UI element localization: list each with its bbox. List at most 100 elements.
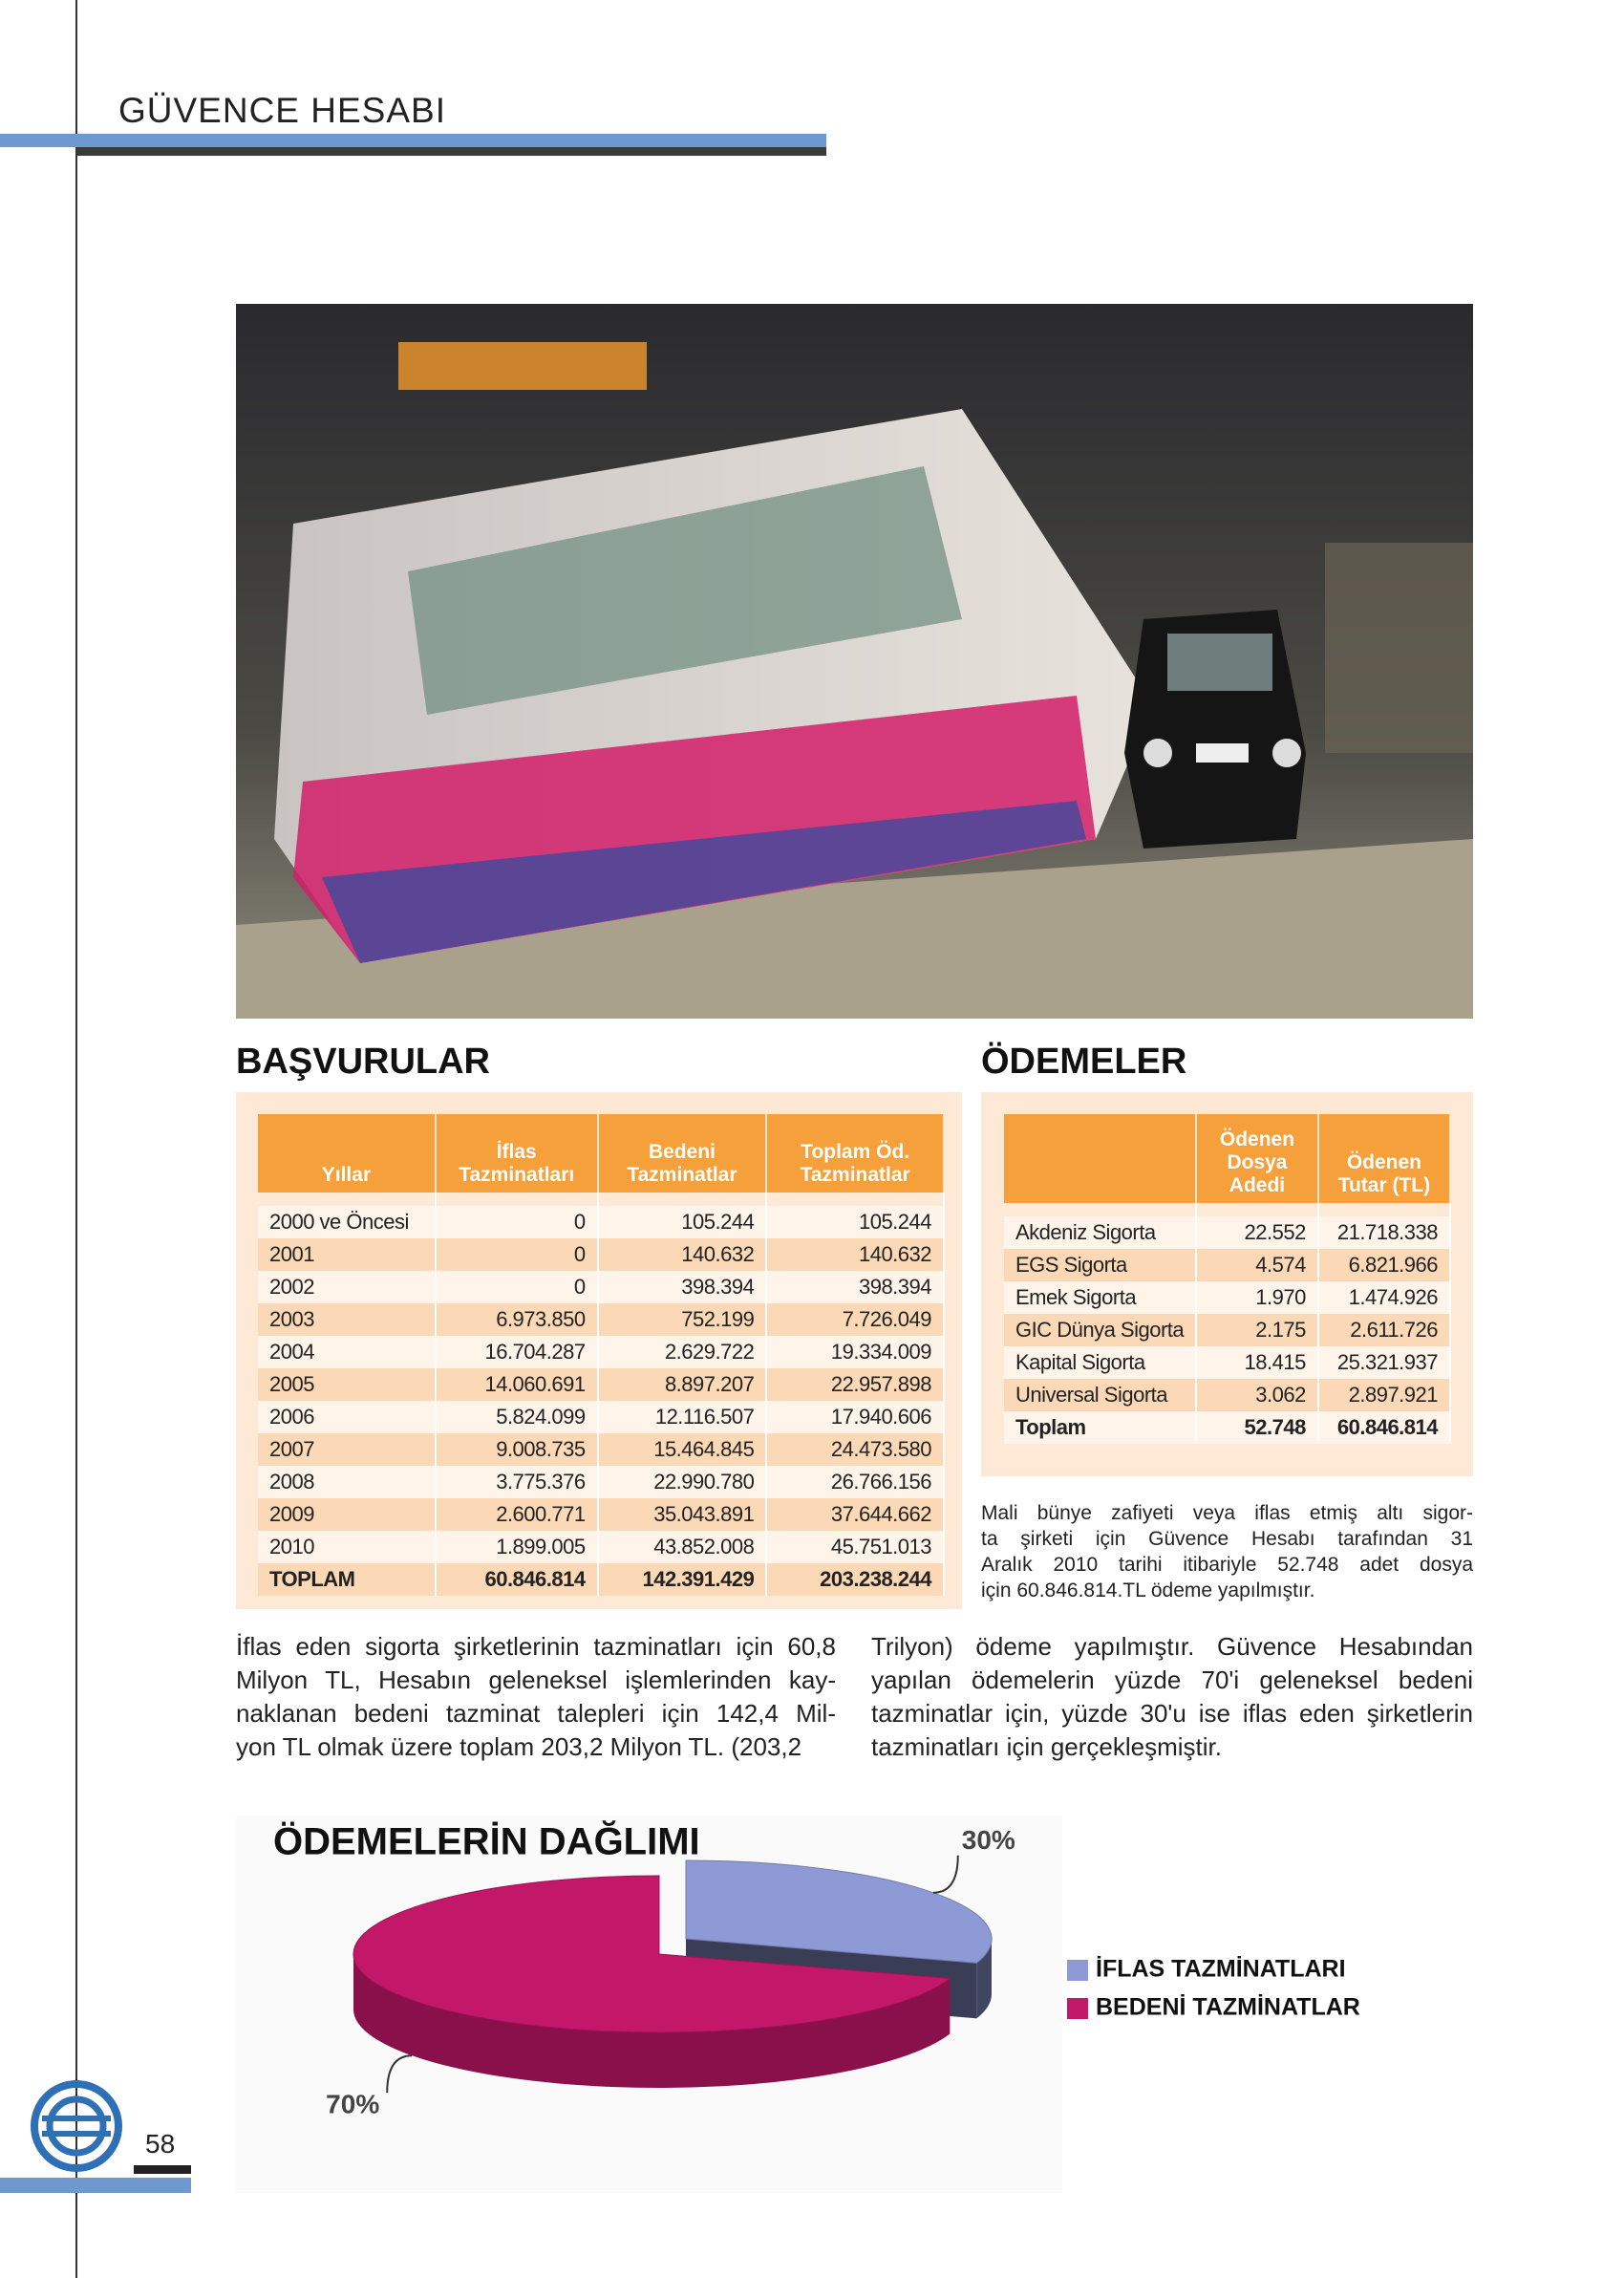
table-cell: 142.391.429 [597,1563,768,1596]
table-cell: 21.718.338 [1317,1216,1452,1249]
table-cell: 9.008.735 [435,1433,599,1466]
table-cell: 203.238.244 [766,1563,945,1596]
table-cell: 5.824.099 [435,1401,599,1433]
table-cell: 0 [435,1271,599,1303]
logo [31,2080,122,2172]
section-title: ÖDEMELER [981,1042,1187,1082]
table-cell: 24.473.580 [766,1433,945,1466]
table-cell: 8.897.207 [597,1368,768,1401]
table-cell: 752.199 [597,1303,768,1336]
margin-line [75,0,77,2278]
table-cell: 2001 [258,1238,437,1271]
table-cell: 1.899.005 [435,1531,599,1563]
data-label: 30% [962,1825,1015,1855]
spacer-row [258,1193,945,1206]
pie-side [353,1954,951,2088]
spacer-cell [1004,1203,1198,1216]
table-cell: 35.043.891 [597,1498,768,1531]
body-line: tazminatlar için, yüzde 30'u ise iflas e… [871,1699,1473,1728]
table-cell: 2006 [258,1401,437,1433]
table-row: 2007 9.008.735 15.464.845 24.473.580 [258,1433,945,1466]
body-line: yon TL olmak üzere toplam 203,2 Milyon T… [236,1732,802,1761]
table-row: Akdeniz Sigorta 22.552 21.718.338 [1004,1216,1452,1249]
note: Mali bünye zafiyeti veya iflas etmiş alt… [981,1500,1473,1603]
table-cell: 4.574 [1196,1249,1319,1281]
table-cell: 25.321.937 [1317,1346,1452,1379]
table-cell: 105.244 [766,1206,945,1238]
table-cell: 2.629.722 [597,1336,768,1368]
table-cell: 3.775.376 [435,1466,599,1498]
table-cell: 6.821.966 [1317,1249,1452,1281]
section-title: BAŞVURULAR [236,1042,490,1082]
table-row: 2003 6.973.850 752.199 7.726.049 [258,1303,945,1336]
table-cell: 140.632 [597,1238,768,1271]
table-cell: 2009 [258,1498,437,1531]
table-cell: 22.990.780 [597,1466,768,1498]
table-cell: 60.846.814 [1317,1411,1452,1444]
table-cell: 2005 [258,1368,437,1401]
table-cell: 3.062 [1196,1379,1319,1411]
table-cell: 2003 [258,1303,437,1336]
table-cell: 7.726.049 [766,1303,945,1336]
header-cell: Ödenen Tutar (TL) [1317,1114,1452,1203]
table-cell: Universal Sigorta [1004,1379,1198,1411]
body-line: yapılan ödemelerin yüzde 70'i geleneksel… [871,1666,1473,1694]
table-row: 2010 1.899.005 43.852.008 45.751.013 [258,1531,945,1563]
table-cell: 105.244 [597,1206,768,1238]
spacer-cell [435,1193,599,1206]
table-cell: 140.632 [766,1238,945,1271]
table-cell: 2.611.726 [1317,1314,1452,1346]
table-cell: Akdeniz Sigorta [1004,1216,1198,1249]
table-row: 2002 0 398.394 398.394 [258,1271,945,1303]
table-cell: 45.751.013 [766,1531,945,1563]
data-label: 70% [326,2090,379,2119]
spacer-cell [766,1193,945,1206]
table-cell: 15.464.845 [597,1433,768,1466]
table-cell: 37.644.662 [766,1498,945,1531]
table-cell: 2008 [258,1466,437,1498]
table-row: 2008 3.775.376 22.990.780 26.766.156 [258,1466,945,1498]
pie-side [976,1939,992,2019]
table-cell: 26.766.156 [766,1466,945,1498]
table-row: Emek Sigorta 1.970 1.474.926 [1004,1281,1452,1314]
odemeler-table: Ödenen Dosya Adedi Ödenen Tutar (TL) Akde… [1004,1114,1452,1444]
table-cell: 398.394 [766,1271,945,1303]
table-cell: 17.940.606 [766,1401,945,1433]
table-cell: 1.474.926 [1317,1281,1452,1314]
table-row: TOPLAM 60.846.814 142.391.429 203.238.244 [258,1563,945,1596]
table-row: GIC Dünya Sigorta 2.175 2.611.726 [1004,1314,1452,1346]
note-line: ta şirketi için Güvence Hesabı tarafında… [981,1528,1473,1550]
photo [236,304,1473,1019]
table-cell: 2010 [258,1531,437,1563]
table-cell: 12.116.507 [597,1401,768,1433]
table-cell: EGS Sigorta [1004,1249,1198,1281]
table-cell: 52.748 [1196,1411,1319,1444]
table-cell: 22.957.898 [766,1368,945,1401]
footer-bar-dark [134,2165,191,2174]
legend-label: BEDENİ TAZMİNATLAR [1096,1994,1360,2021]
header-cell: Ödenen Dosya Adedi [1196,1114,1319,1203]
chart-title: ÖDEMELERİN DAĞLIMI [273,1819,700,1863]
table-row: Kapital Sigorta 18.415 25.321.937 [1004,1346,1452,1379]
table-cell: GIC Dünya Sigorta [1004,1314,1198,1346]
table-cell: 14.060.691 [435,1368,599,1401]
table-cell: 43.852.008 [597,1531,768,1563]
table-cell: 60.846.814 [435,1563,599,1596]
table-cell: 2007 [258,1433,437,1466]
table-row: 2004 16.704.287 2.629.722 19.334.009 [258,1336,945,1368]
table-row: Toplam 52.748 60.846.814 [1004,1411,1452,1444]
note-line: Mali bünye zafiyeti veya iflas etmiş alt… [981,1502,1473,1524]
body-line: Milyon TL, Hesabın geleneksel işlemlerin… [236,1666,836,1694]
note-line: Aralık 2010 tarihi itibariyle 52.748 ade… [981,1554,1473,1576]
page-number: 58 [145,2129,176,2159]
spacer-cell [1196,1203,1319,1216]
spacer-cell [1317,1203,1452,1216]
table-cell: 1.970 [1196,1281,1319,1314]
table-row: 2005 14.060.691 8.897.207 22.957.898 [258,1368,945,1401]
legend-swatch [1067,1998,1088,2019]
spacer-cell [597,1193,768,1206]
table-cell: Kapital Sigorta [1004,1346,1198,1379]
header-cell [1004,1114,1198,1203]
pie-chart: ÖDEMELERİN DAĞLIMI 30% 70% İFLAS TAZMİNATL… [236,1816,1360,2193]
